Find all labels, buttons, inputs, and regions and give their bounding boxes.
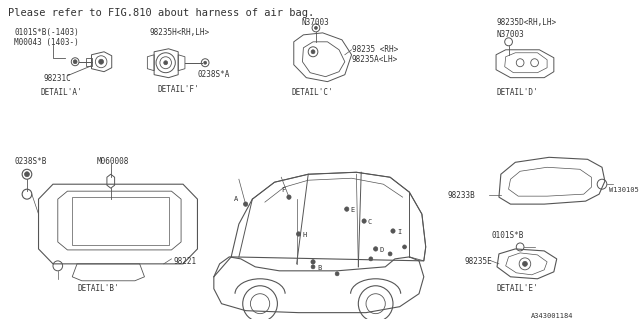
Circle shape (243, 202, 248, 206)
Text: 98235H<RH,LH>: 98235H<RH,LH> (149, 28, 209, 37)
Text: DETAIL'E': DETAIL'E' (496, 284, 538, 293)
Text: B: B (318, 265, 322, 271)
Circle shape (314, 26, 317, 29)
Text: DETAIL'F': DETAIL'F' (157, 84, 198, 94)
Text: 98231C: 98231C (44, 74, 71, 83)
Circle shape (311, 265, 315, 269)
Text: 0101S*B(-1403): 0101S*B(-1403) (15, 28, 79, 37)
Circle shape (335, 272, 339, 276)
Text: 98235A<LH>: 98235A<LH> (351, 55, 398, 64)
Circle shape (362, 219, 366, 223)
Text: 0238S*B: 0238S*B (15, 157, 47, 166)
Text: 98235 <RH>: 98235 <RH> (351, 45, 398, 54)
Text: N37003: N37003 (496, 30, 524, 39)
Text: M00043 (1403-): M00043 (1403-) (15, 38, 79, 47)
Text: Please refer to FIG.810 about harness of air bag.: Please refer to FIG.810 about harness of… (8, 8, 314, 18)
Circle shape (311, 50, 315, 54)
Text: E: E (351, 207, 355, 213)
Circle shape (311, 260, 315, 264)
Text: N37003: N37003 (301, 18, 329, 27)
Text: 0101S*B: 0101S*B (492, 231, 524, 240)
Text: I: I (397, 229, 401, 235)
Text: F: F (281, 187, 285, 193)
Bar (72, 197, 168, 245)
Circle shape (403, 245, 406, 249)
Circle shape (99, 59, 104, 64)
Text: 98235D<RH,LH>: 98235D<RH,LH> (496, 18, 556, 27)
Text: W130105: W130105 (609, 187, 639, 193)
Circle shape (287, 195, 291, 199)
Circle shape (369, 257, 372, 261)
Text: DETAIL'C': DETAIL'C' (292, 88, 333, 97)
Text: DETAIL'D': DETAIL'D' (496, 88, 538, 97)
Circle shape (73, 60, 77, 64)
Text: D: D (380, 247, 384, 253)
Circle shape (388, 252, 392, 256)
Text: 98233B: 98233B (448, 191, 476, 200)
Text: A: A (234, 196, 238, 202)
Text: A343001184: A343001184 (531, 313, 573, 319)
Circle shape (344, 207, 349, 211)
Text: 0238S*A: 0238S*A (198, 70, 230, 79)
Text: M060008: M060008 (97, 157, 129, 166)
Circle shape (522, 261, 527, 266)
Text: DETAIL'A': DETAIL'A' (40, 88, 82, 97)
Text: C: C (368, 219, 372, 225)
Text: DETAIL'B': DETAIL'B' (77, 284, 118, 293)
Circle shape (204, 61, 207, 64)
Circle shape (296, 232, 301, 236)
Circle shape (374, 247, 378, 251)
Circle shape (391, 229, 395, 233)
Circle shape (24, 172, 29, 177)
Circle shape (164, 61, 168, 65)
Text: 98235E: 98235E (464, 257, 492, 266)
Text: H: H (303, 232, 307, 238)
Text: 98221: 98221 (173, 257, 196, 266)
